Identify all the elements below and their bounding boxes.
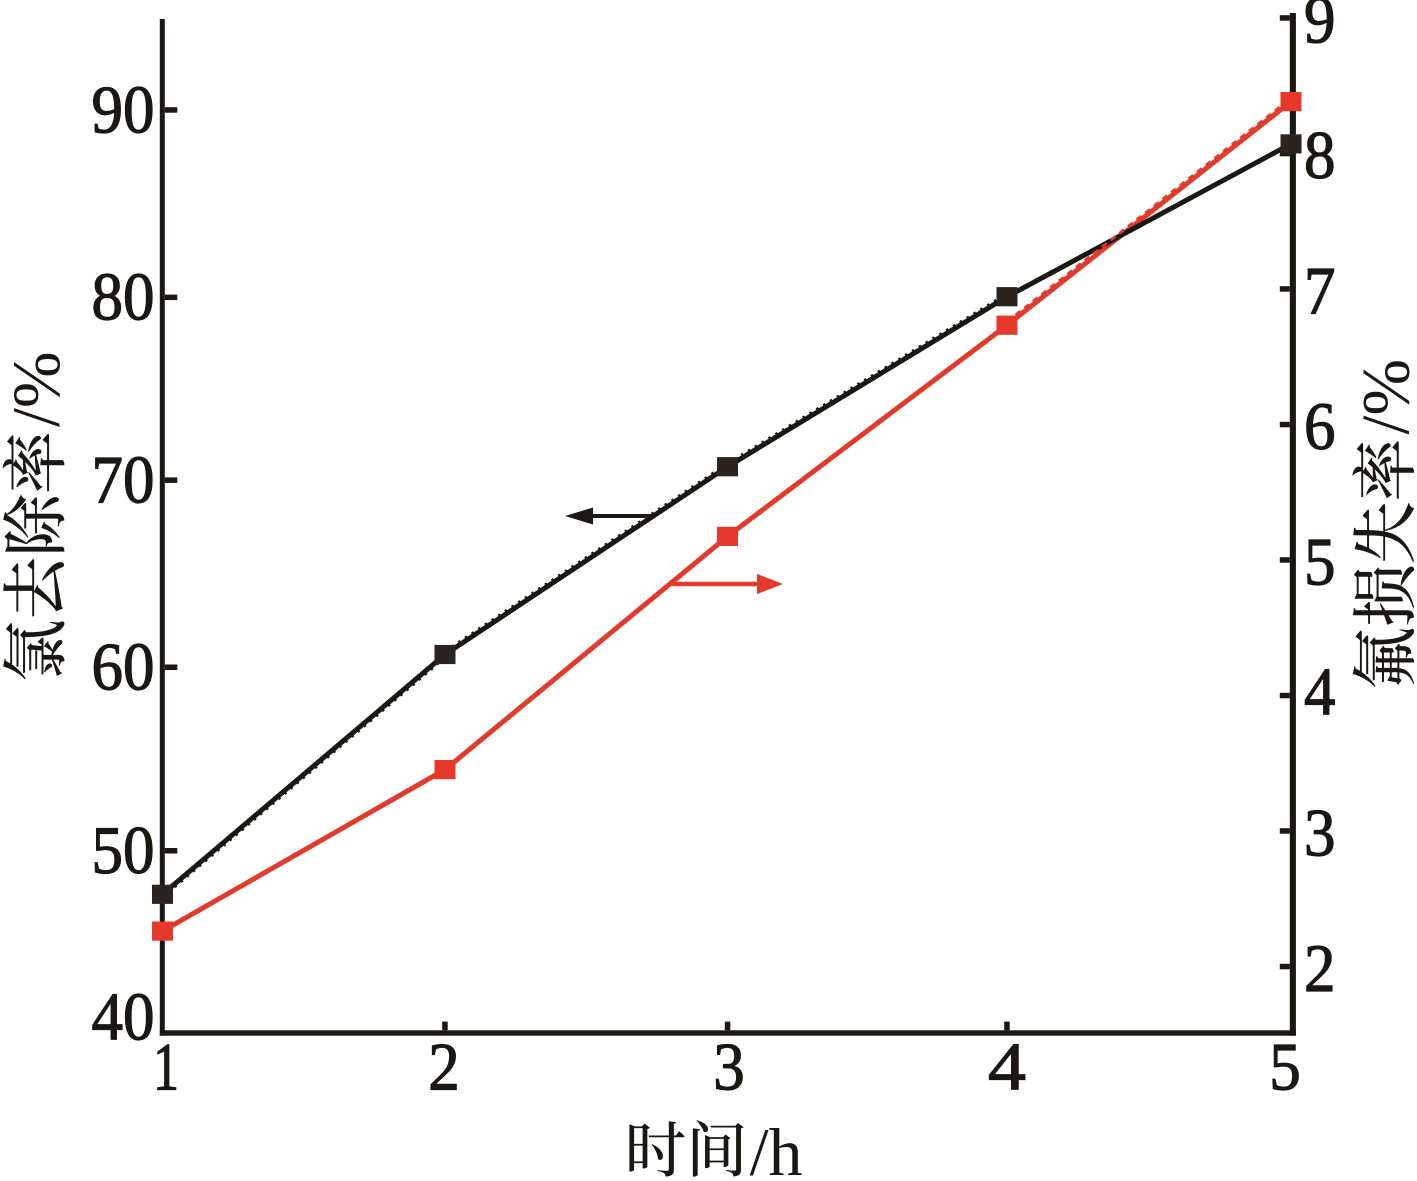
svg-text:4: 4 [988, 1029, 1026, 1105]
svg-text:/h: /h [750, 1114, 803, 1181]
svg-text:70: 70 [92, 442, 155, 518]
svg-text:5: 5 [1269, 1029, 1301, 1105]
svg-text:40: 40 [92, 978, 155, 1054]
svg-text:5: 5 [1304, 523, 1336, 599]
svg-text:/%: /% [1348, 359, 1417, 435]
svg-text:90: 90 [92, 71, 155, 147]
svg-text:2: 2 [1304, 930, 1336, 1006]
svg-text:1: 1 [153, 1029, 179, 1105]
svg-text:/%: /% [0, 351, 74, 427]
svg-text:9: 9 [1304, 0, 1336, 58]
svg-text:4: 4 [1304, 653, 1336, 729]
svg-text:3: 3 [713, 1029, 745, 1105]
svg-text:80: 80 [92, 259, 155, 335]
svg-text:8: 8 [1304, 117, 1336, 193]
svg-text:2: 2 [428, 1029, 460, 1105]
svg-text:7: 7 [1304, 252, 1336, 328]
svg-text:6: 6 [1304, 388, 1336, 464]
svg-text:60: 60 [92, 629, 155, 705]
svg-text:50: 50 [92, 812, 155, 888]
svg-text:3: 3 [1304, 794, 1336, 870]
